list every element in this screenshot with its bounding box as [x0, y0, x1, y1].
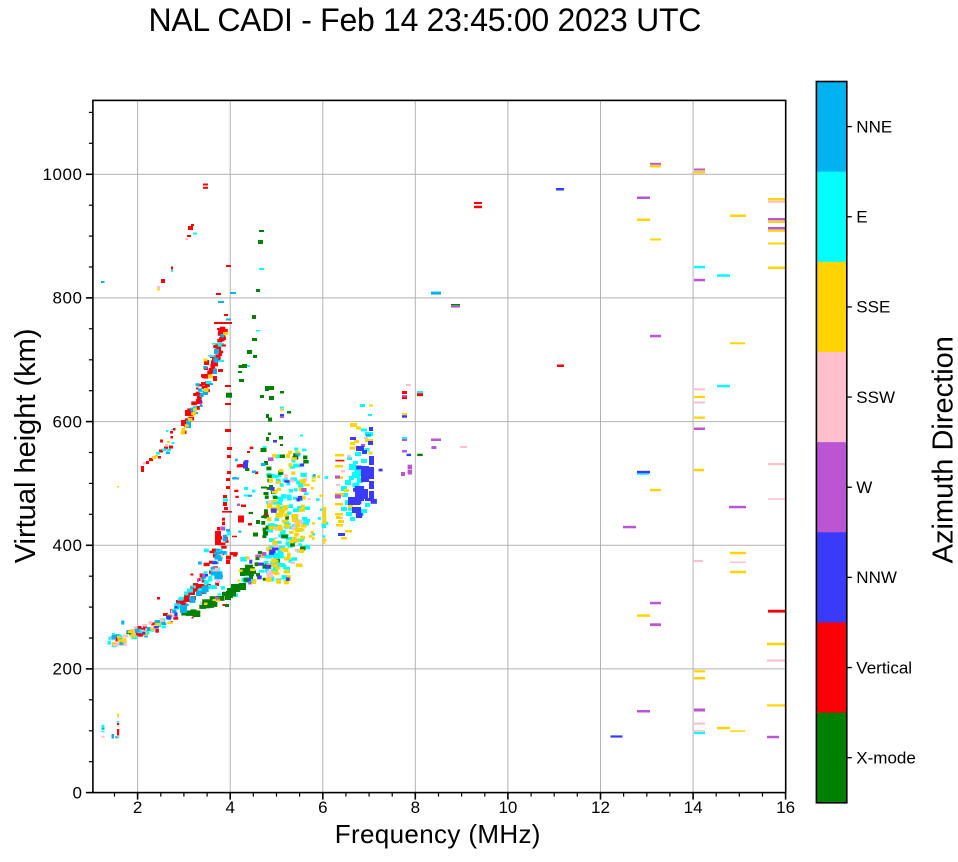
svg-text:Frequency (MHz): Frequency (MHz) — [335, 819, 541, 849]
svg-text:12: 12 — [591, 798, 610, 817]
svg-text:10: 10 — [498, 798, 517, 817]
svg-text:Azimuth Direction: Azimuth Direction — [928, 336, 958, 563]
svg-text:0: 0 — [72, 783, 82, 802]
svg-text:SSE: SSE — [856, 298, 890, 317]
svg-text:16: 16 — [776, 798, 795, 817]
svg-text:800: 800 — [52, 289, 82, 308]
svg-text:4: 4 — [225, 798, 234, 817]
svg-text:NNE: NNE — [856, 117, 892, 136]
svg-text:14: 14 — [684, 798, 703, 817]
svg-text:Virtual height (km): Virtual height (km) — [10, 329, 42, 564]
svg-text:600: 600 — [52, 412, 82, 431]
svg-text:E: E — [856, 208, 867, 227]
svg-text:X-mode: X-mode — [856, 749, 916, 768]
svg-text:8: 8 — [411, 798, 420, 817]
svg-text:6: 6 — [318, 798, 327, 817]
svg-text:2: 2 — [133, 798, 142, 817]
svg-text:W: W — [856, 478, 872, 497]
svg-text:SSW: SSW — [856, 388, 895, 407]
svg-text:Vertical: Vertical — [856, 658, 912, 677]
svg-text:1000: 1000 — [42, 165, 82, 184]
svg-text:NNW: NNW — [856, 568, 897, 587]
svg-text:400: 400 — [52, 536, 82, 555]
svg-text:NAL CADI - Feb 14 23:45:00 202: NAL CADI - Feb 14 23:45:00 2023 UTC — [149, 2, 702, 38]
svg-text:200: 200 — [52, 660, 82, 679]
